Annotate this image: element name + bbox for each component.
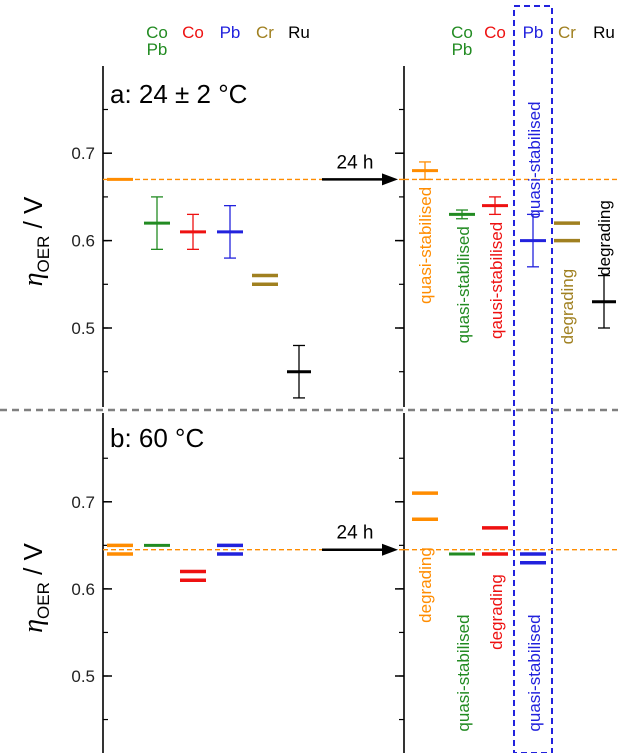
panel-b-arrow-label: 24 h (337, 523, 374, 544)
panel-a-arrow-head (382, 173, 398, 186)
panel-b-tick-label: 0.7 (71, 493, 95, 512)
panel-a-tick-label: 0.6 (71, 232, 95, 251)
panel-a-annotation-ni: quasi-stabilised (416, 187, 435, 304)
panel-a-y-axis-label: ηOER / V (18, 196, 53, 286)
header-right-ru: Ru (593, 23, 615, 42)
panel-a-annotation-copb: quasi-stabilised (454, 226, 473, 343)
panel-b-tick-label: 0.6 (71, 580, 95, 599)
header-left-ru: Ru (288, 23, 310, 42)
header-right-co: Co (484, 23, 506, 42)
panel-a-annotation-ru: degrading (595, 200, 614, 276)
panel-a-tick-label: 0.7 (71, 144, 95, 163)
axes (0, 5, 618, 753)
header-right-co: Co (451, 23, 473, 42)
panel-b-annotation-pb: quasi-stabilised (525, 614, 544, 731)
panel-b: b: 60 °C 0.5 0.6 0.7 ηOER / V 24 h degrading q… (18, 413, 618, 753)
panel-a-annotation-pb: quasi-stabilised (525, 101, 544, 218)
panel-a-annotation-co: qausi-stabilised (487, 222, 506, 339)
panel-b-annotation-copb: quasi-stabilised (454, 614, 473, 731)
pb-highlight-box (513, 5, 553, 753)
panel-b-arrow-head (382, 543, 398, 556)
panel-b-y-axis-label: ηOER / V (18, 542, 53, 632)
panel-a: a: 24 ± 2 °C 0.5 0.6 0.7 ηOER / V 24 h quasi-… (18, 66, 618, 407)
header-right-pb: Pb (523, 23, 544, 42)
panel-a-tick-label: 0.5 (71, 319, 95, 338)
header-left-pb: Pb (220, 23, 241, 42)
panel-a-arrow-label: 24 h (337, 152, 374, 173)
panel-a-annotation-cr: degrading (558, 269, 577, 345)
panel-a-label: a: 24 ± 2 °C (110, 79, 247, 109)
panel-b-label: b: 60 °C (110, 423, 204, 453)
panel-b-annotation-ni: degrading (416, 547, 435, 623)
header-left-co: Co (146, 23, 168, 42)
header-left-pb: Pb (147, 40, 168, 59)
panel-b-tick-label: 0.5 (71, 667, 95, 686)
header-right-cr: Cr (558, 23, 576, 42)
header-left-co: Co (182, 23, 204, 42)
header-left-cr: Cr (256, 23, 274, 42)
panel-b-annotation-co: degrading (487, 574, 506, 650)
header-right-pb: Pb (452, 40, 473, 59)
